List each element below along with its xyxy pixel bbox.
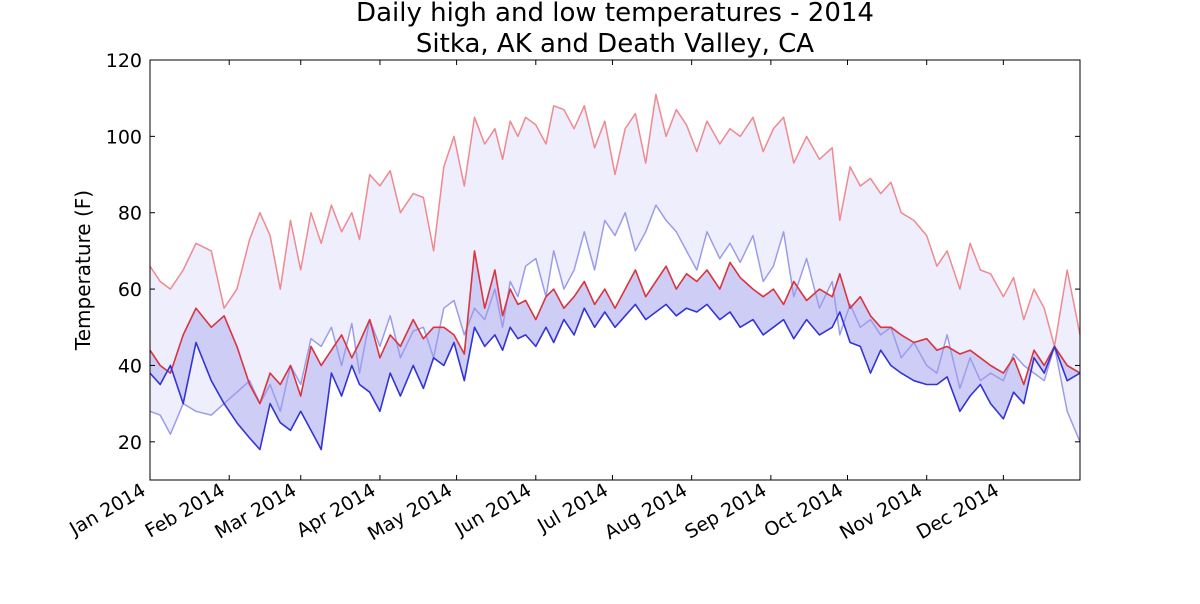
series-line-death-valley-high bbox=[149, 93, 1081, 348]
y-tick-label: 60 bbox=[118, 279, 142, 301]
series-line-death-valley-low bbox=[149, 204, 1081, 443]
chart-subtitle: Sitka, AK and Death Valley, CA bbox=[416, 29, 814, 59]
x-tick-label: Mar 2014 bbox=[211, 479, 300, 543]
y-tick-label: 120 bbox=[106, 50, 142, 72]
y-tick-label: 80 bbox=[118, 203, 142, 225]
x-tick-label: Jan 2014 bbox=[65, 479, 149, 540]
series-line-sitka-high bbox=[149, 250, 1081, 405]
x-tick-label: Sep 2014 bbox=[681, 479, 770, 543]
lines-layer bbox=[149, 93, 1081, 451]
plot-frame bbox=[149, 59, 1081, 481]
fills-layer bbox=[150, 94, 1080, 450]
x-tick-label: Jul 2014 bbox=[533, 479, 612, 537]
x-tick-label: Aug 2014 bbox=[601, 479, 691, 544]
chart-title: Daily high and low temperatures - 2014 bbox=[356, 0, 874, 28]
series-line-sitka-low bbox=[149, 303, 1081, 451]
x-tick-label: May 2014 bbox=[364, 479, 456, 545]
x-tick-label: Apr 2014 bbox=[293, 479, 380, 542]
y-tick-label: 40 bbox=[118, 355, 142, 377]
y-tick-label: 20 bbox=[118, 432, 142, 454]
y-axis-label: Temperature (F) bbox=[71, 190, 95, 351]
x-tick-label: Nov 2014 bbox=[836, 479, 926, 544]
y-tick-label: 100 bbox=[106, 126, 142, 148]
x-tick-label: Dec 2014 bbox=[913, 479, 1003, 544]
x-tick-label: Jun 2014 bbox=[451, 479, 536, 541]
x-tick-label: Oct 2014 bbox=[760, 479, 847, 542]
